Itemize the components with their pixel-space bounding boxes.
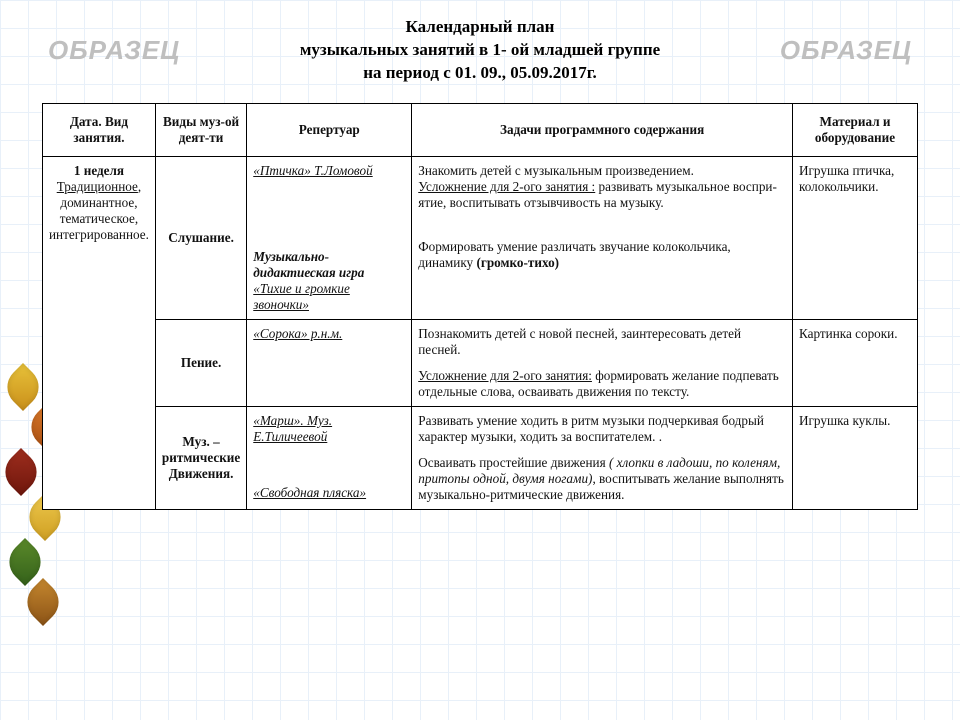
title-line-3: на период с 01. 09., 05.09.2017г.	[42, 62, 918, 85]
piece-title: «Марш». Муз. Е.Тиличеевой	[253, 413, 332, 444]
task-text: Осваивать простейшие движения	[418, 455, 609, 470]
cell-date-span: 1 неделя Традиционное, доминантное, тема…	[43, 156, 156, 509]
piece-title: «Сорока» р.н.м.	[253, 326, 342, 341]
cell-tasks: Развивать умение ходить в ритм музыки по…	[412, 406, 793, 509]
title-line-1: Календарный план	[42, 16, 918, 39]
game-lead: Музыкально-дидактиеская игра	[253, 249, 364, 280]
lesson-type-traditional: Традиционное	[57, 179, 138, 194]
piece-title: «Птичка» Т.Ломовой	[253, 163, 372, 178]
piece-title: «Свободная пляска»	[253, 485, 366, 500]
game-title: «Тихие и громкие звоночки»	[253, 281, 350, 312]
week-label: 1 неделя	[74, 163, 124, 178]
task-text: Познакомить детей с новой песней, заинте…	[418, 326, 786, 358]
cell-activity-type: Пение.	[155, 319, 246, 406]
task-emphasis: (громко-тихо)	[476, 255, 559, 270]
header-tasks: Задачи программного содержания	[412, 103, 793, 156]
table-row: Пение. «Сорока» р.н.м. Познакомить детей…	[43, 319, 918, 406]
title-line-2: музыкальных занятий в 1- ой младшей груп…	[42, 39, 918, 62]
cell-materials: Игрушка птичка, колокольчики.	[793, 156, 918, 319]
table-row: 1 неделя Традиционное, доминантное, тема…	[43, 156, 918, 319]
task-text: Развивать умение ходить в ритм музыки по…	[418, 413, 786, 445]
document-content: Календарный план музыкальных занятий в 1…	[0, 0, 960, 510]
task-complication: Усложнение для 2-ого занятия :	[418, 179, 595, 194]
cell-repertoire: «Марш». Муз. Е.Тиличеевой «Свободная пля…	[247, 406, 412, 509]
header-date: Дата. Вид занятия.	[43, 103, 156, 156]
cell-tasks: Познакомить детей с новой песней, заинте…	[412, 319, 793, 406]
schedule-table: Дата. Вид занятия. Виды муз-ой деят-ти Р…	[42, 103, 918, 510]
cell-materials: Игрушка куклы.	[793, 406, 918, 509]
task-text: Формировать умение различать звучание ко…	[418, 239, 730, 270]
cell-activity-type: Муз. – ритмические Движения.	[155, 406, 246, 509]
document-title: Календарный план музыкальных занятий в 1…	[42, 16, 918, 85]
cell-tasks: Знакомить детей с музыкальным произведен…	[412, 156, 793, 319]
header-repertoire: Репертуар	[247, 103, 412, 156]
table-header-row: Дата. Вид занятия. Виды муз-ой деят-ти Р…	[43, 103, 918, 156]
task-text: Знакомить детей с музыкальным произведен…	[418, 163, 694, 178]
cell-materials: Картинка сороки.	[793, 319, 918, 406]
table-row: Муз. – ритмические Движения. «Марш». Муз…	[43, 406, 918, 509]
task-complication: Усложнение для 2-ого занятия:	[418, 368, 592, 383]
cell-activity-type: Слушание.	[155, 156, 246, 319]
header-type: Виды муз-ой деят-ти	[155, 103, 246, 156]
cell-repertoire: «Сорока» р.н.м.	[247, 319, 412, 406]
cell-repertoire: «Птичка» Т.Ломовой Музыкально-дидактиеск…	[247, 156, 412, 319]
header-materials: Материал и оборудование	[793, 103, 918, 156]
